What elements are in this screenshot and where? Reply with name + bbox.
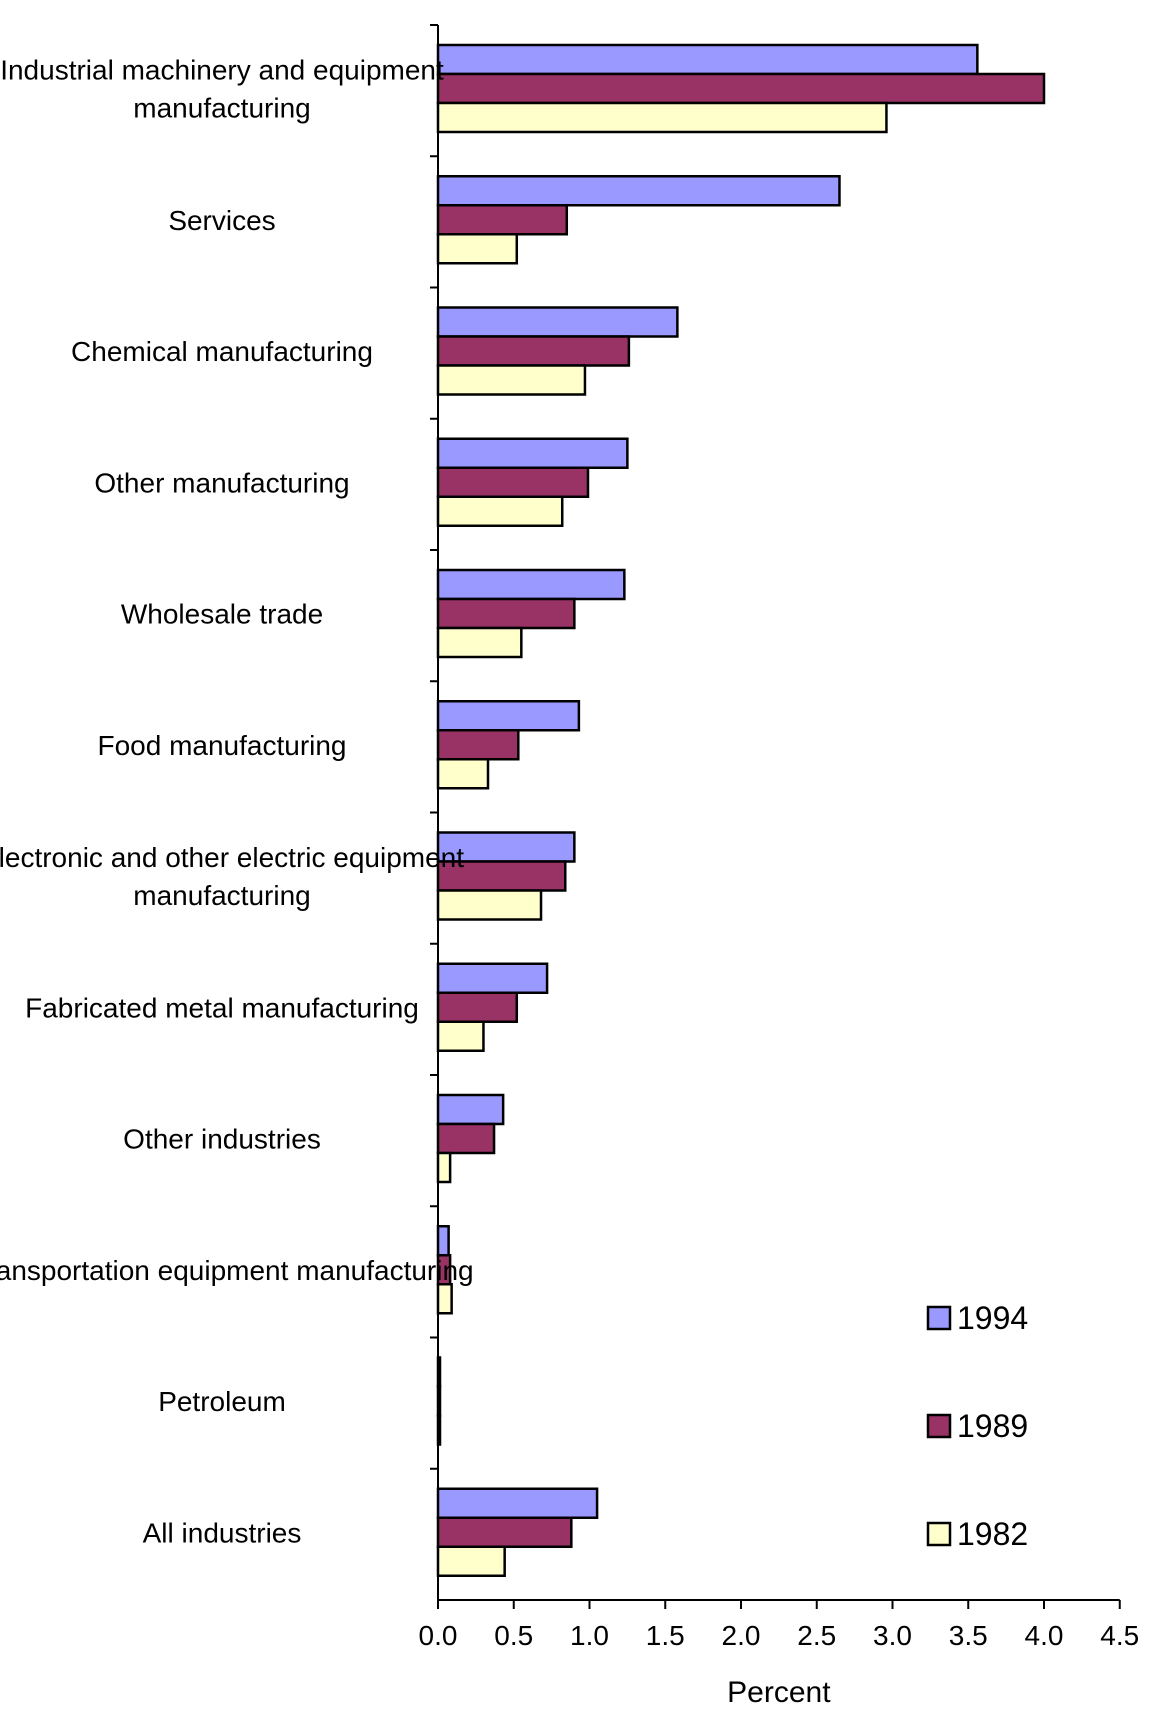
- bar-1989-3: [436, 466, 590, 498]
- category-label-9-0: Transportation equipment manufacturing: [0, 1255, 474, 1286]
- bar-1994-5: [436, 700, 581, 732]
- bar-1994-3: [436, 437, 629, 469]
- category-label-6-0: Electronic and other electric equipment: [0, 842, 464, 873]
- bar-1994-0: [436, 43, 979, 76]
- bar-1982-0: [436, 101, 888, 134]
- legend-swatch-1994: [926, 1305, 952, 1331]
- category-label-6-1: manufacturing: [133, 880, 310, 911]
- bar-1982-7: [436, 1020, 485, 1052]
- category-label-5-0: Food manufacturing: [97, 730, 346, 761]
- bar-1982-1: [436, 233, 519, 265]
- bar-1989-0: [436, 72, 1046, 105]
- bar-1994-11: [436, 1487, 599, 1519]
- x-tick-label-7: 3.5: [949, 1620, 988, 1651]
- bar-1982-9: [436, 1283, 453, 1315]
- bar-1989-1: [436, 204, 569, 236]
- bar-1982-8: [436, 1151, 452, 1184]
- x-tick-label-8: 4.0: [1025, 1620, 1064, 1651]
- x-tick-label-6: 3.0: [873, 1620, 912, 1651]
- bar-1989-7: [436, 991, 519, 1023]
- legend: 1994 1989 1982: [926, 1300, 1028, 1552]
- category-label-4-0: Wholesale trade: [121, 599, 323, 630]
- bar-1994-8: [436, 1093, 505, 1126]
- bar-1982-6: [436, 889, 543, 921]
- x-tick-label-5: 2.5: [797, 1620, 836, 1651]
- bar-1982-2: [436, 364, 587, 396]
- ticks-group: 0.0 0.5 1.0 1.5 2.0 2.5 3.0 3.5 4.0 4.5: [419, 24, 1139, 1651]
- x-tick-label-2: 1.0: [570, 1620, 609, 1651]
- category-label-1-0: Services: [168, 205, 275, 236]
- category-label-0-0: Industrial machinery and equipment: [0, 55, 444, 86]
- bar-1989-4: [436, 597, 576, 630]
- bar-1989-11: [436, 1516, 573, 1548]
- category-label-7-0: Fabricated metal manufacturing: [25, 992, 419, 1023]
- category-label-8-0: Other industries: [123, 1124, 321, 1155]
- bar-1982-3: [436, 495, 564, 527]
- category-label-0-1: manufacturing: [133, 93, 310, 124]
- x-axis-title: Percent: [727, 1676, 831, 1709]
- category-label-3-0: Other manufacturing: [94, 467, 349, 498]
- bar-1994-7: [436, 962, 549, 994]
- bar-1994-4: [436, 568, 626, 601]
- bar-1982-11: [436, 1545, 506, 1577]
- axes-group: [437, 25, 1120, 1601]
- x-tick-label-9: 4.5: [1100, 1620, 1139, 1651]
- x-tick-label-4: 2.0: [722, 1620, 761, 1651]
- bar-1989-5: [436, 729, 520, 761]
- bar-1994-9: [436, 1225, 450, 1257]
- legend-label-1994: 1994: [957, 1300, 1028, 1336]
- legend-label-1982: 1982: [957, 1516, 1028, 1552]
- category-label-11-0: All industries: [143, 1517, 302, 1548]
- x-tick-label-1: 0.5: [494, 1620, 533, 1651]
- bar-1994-2: [436, 306, 679, 338]
- x-tick-label-3: 1.5: [646, 1620, 685, 1651]
- bar-1982-4: [436, 626, 523, 659]
- bar-1989-2: [436, 335, 631, 367]
- bar-1994-1: [436, 175, 841, 207]
- bar-1982-5: [436, 758, 490, 790]
- category-label-10-0: Petroleum: [158, 1386, 286, 1417]
- legend-swatch-1989: [926, 1413, 952, 1439]
- category-labels: Industrial machinery and equipment manufa…: [0, 55, 474, 1549]
- legend-label-1989: 1989: [957, 1408, 1028, 1444]
- legend-swatch-1982: [926, 1521, 952, 1547]
- x-tick-label-0: 0.0: [419, 1620, 458, 1651]
- bar-1989-8: [436, 1122, 496, 1155]
- bars-group: [436, 43, 1046, 1577]
- category-label-2-0: Chemical manufacturing: [71, 336, 373, 367]
